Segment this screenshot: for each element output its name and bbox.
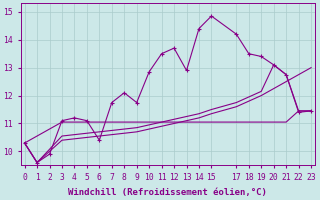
X-axis label: Windchill (Refroidissement éolien,°C): Windchill (Refroidissement éolien,°C): [68, 188, 267, 197]
